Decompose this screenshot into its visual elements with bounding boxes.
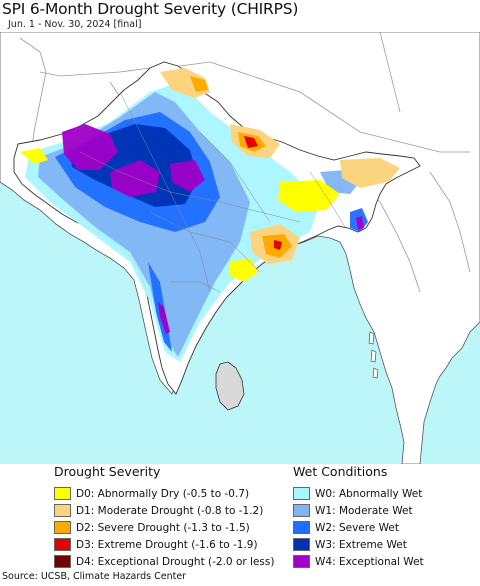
wet-areas: [25, 82, 368, 362]
drought-legend-label: D4: Exceptional Drought (-2.0 or less): [76, 555, 275, 568]
wet-legend: Wet Conditions W0: Abnormally Wet W1: Mod…: [293, 464, 424, 570]
wet-legend-label: W2: Severe Wet: [315, 521, 399, 534]
state-boundaries: [79, 91, 346, 293]
drought-legend: Drought Severity D0: Abnormally Dry (-0.…: [54, 464, 274, 570]
drought-map: [0, 32, 480, 464]
drought-swatch: [54, 504, 71, 517]
page-title: SPI 6-Month Drought Severity (CHIRPS): [2, 0, 299, 18]
sri-lanka: [215, 361, 245, 411]
drought-legend-label: D2: Severe Drought (-1.3 to -1.5): [76, 521, 250, 534]
source-credit: Source: UCSB, Climate Hazards Center: [2, 571, 187, 582]
drought-swatch: [54, 538, 71, 551]
drought-legend-item: D3: Extreme Drought (-1.6 to -1.9): [54, 536, 274, 553]
wet-legend-item: W4: Exceptional Wet: [293, 553, 424, 570]
wet-legend-item: W0: Abnormally Wet: [293, 485, 424, 502]
wet-legend-label: W4: Exceptional Wet: [315, 555, 424, 568]
wet-swatch: [293, 538, 310, 551]
drought-legend-heading: Drought Severity: [54, 464, 161, 479]
wet-swatch: [293, 521, 310, 534]
drought-swatch: [54, 555, 71, 568]
drought-swatch: [54, 487, 71, 500]
wet-legend-label: W1: Moderate Wet: [315, 504, 413, 517]
drought-legend-label: D0: Abnormally Dry (-0.5 to -0.7): [76, 487, 250, 500]
drought-legend-item: D0: Abnormally Dry (-0.5 to -0.7): [54, 485, 274, 502]
legend: Drought Severity D0: Abnormally Dry (-0.…: [0, 464, 480, 568]
andaman-islands: [368, 331, 379, 379]
drought-swatch: [54, 521, 71, 534]
wet-legend-heading: Wet Conditions: [293, 464, 388, 479]
wet-legend-item: W1: Moderate Wet: [293, 502, 424, 519]
wet-swatch: [293, 504, 310, 517]
drought-legend-item: D4: Exceptional Drought (-2.0 or less): [54, 553, 274, 570]
drought-legend-label: D3: Extreme Drought (-1.6 to -1.9): [76, 538, 258, 551]
date-range-subtitle: Jun. 1 - Nov. 30, 2024 [final]: [8, 19, 142, 30]
wet-legend-item: W3: Extreme Wet: [293, 536, 424, 553]
drought-legend-label: D1: Moderate Drought (-0.8 to -1.2): [76, 504, 264, 517]
drought-legend-item: D1: Moderate Drought (-0.8 to -1.2): [54, 502, 274, 519]
wet-swatch: [293, 555, 310, 568]
wet-legend-item: W2: Severe Wet: [293, 519, 424, 536]
wet-swatch: [293, 487, 310, 500]
drought-areas: [20, 68, 400, 282]
wet-legend-label: W3: Extreme Wet: [315, 538, 407, 551]
wet-legend-label: W0: Abnormally Wet: [315, 487, 423, 500]
drought-legend-item: D2: Severe Drought (-1.3 to -1.5): [54, 519, 274, 536]
